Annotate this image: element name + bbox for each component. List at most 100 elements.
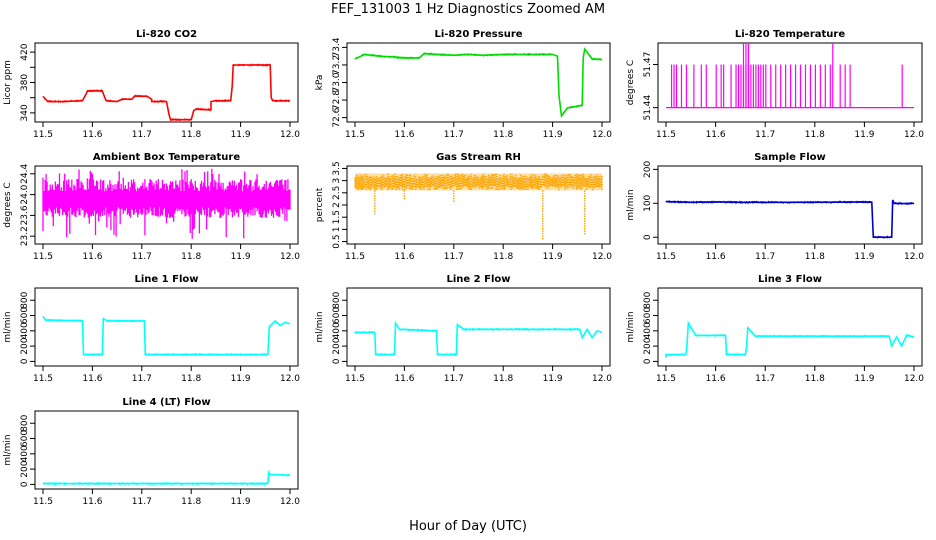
plot-area: [665, 199, 915, 239]
chart-panel-2: Li-820 Pressure 11.5 11.6 11.7 11.8 11.9 12.0 7…: [315, 29, 612, 140]
x-tick-label: 11.5: [656, 130, 676, 140]
x-tick-label: 11.7: [132, 374, 152, 384]
x-tick-label: 11.7: [755, 252, 775, 262]
x-tick-label: 11.9: [231, 130, 251, 140]
y-axis-label: ml/min: [3, 311, 13, 342]
spike-mark: [765, 64, 767, 108]
x-tick-label: 11.8: [805, 374, 825, 384]
panel-title: Line 1 Flow: [135, 274, 199, 285]
series-line-1: [42, 64, 290, 121]
y-tick-label: 0: [20, 358, 30, 364]
series-noise: [354, 324, 580, 356]
x-tick-label: 12.0: [280, 374, 300, 384]
panel-title: Li-820 Pressure: [434, 29, 522, 40]
y-tick-label: 72.6: [332, 107, 342, 127]
figure-title: FEF_131003 1 Hz Diagnostics Zoomed AM: [331, 2, 605, 17]
series-line-1: [355, 320, 603, 356]
x-tick-label: 11.7: [755, 130, 775, 140]
y-tick-label: 400: [20, 445, 30, 462]
x-tick-label: 11.6: [82, 497, 102, 507]
y-tick-label: 51.44: [643, 94, 653, 120]
series-line-1: [665, 199, 915, 238]
y-tick-label: 1.5: [332, 210, 342, 224]
y-axis-label: ml/min: [3, 434, 13, 465]
spike-mark: [814, 64, 816, 108]
x-tick-label: 11.8: [493, 130, 513, 140]
dense-band: [42, 168, 291, 239]
spike-mark: [775, 64, 777, 108]
y-tick-label: 0: [20, 481, 30, 487]
y-tick-label: 340: [20, 104, 30, 121]
y-tick-label: 24.0: [20, 184, 30, 204]
y-tick-label: 2: [332, 202, 342, 208]
x-tick-label: 11.9: [854, 252, 874, 262]
dense-band: [354, 173, 603, 191]
plot-frame: [657, 287, 923, 367]
x-tick-label: 11.6: [394, 252, 414, 262]
plot-frame: [34, 287, 299, 367]
figure-xlabel: Hour of Day (UTC): [409, 519, 527, 534]
y-tick-label: 72.8: [332, 90, 342, 110]
spike-mark: [680, 64, 683, 108]
x-tick-label: 11.8: [181, 497, 201, 507]
x-tick-label: 11.8: [181, 252, 201, 262]
x-tick-label: 11.5: [656, 252, 676, 262]
x-tick-label: 11.9: [231, 497, 251, 507]
x-tick-label: 11.7: [132, 497, 152, 507]
series-noise: [354, 48, 602, 117]
y-tick-label: 24.4: [20, 164, 30, 184]
series-line-1: [42, 315, 291, 356]
x-tick-label: 11.8: [805, 252, 825, 262]
spike-mark: [829, 64, 831, 108]
plot-area: [42, 168, 291, 239]
y-tick-label: 73.0: [332, 72, 342, 92]
series-line-1: [43, 469, 291, 485]
plot-area: [354, 173, 603, 241]
y-tick-label: 3: [332, 178, 342, 184]
series-noise: [665, 321, 914, 356]
x-tick-label: 11.6: [82, 252, 102, 262]
spike-mark: [673, 64, 675, 108]
plot-area: [42, 63, 290, 121]
spike-mark: [740, 64, 742, 108]
x-tick-label: 11.6: [706, 252, 726, 262]
plot-area: [42, 315, 291, 356]
spike-mark: [755, 64, 757, 108]
x-tick-label: 11.5: [33, 374, 53, 384]
spike-mark: [844, 64, 846, 108]
plot-frame: [34, 42, 299, 123]
x-tick-label: 11.6: [394, 130, 414, 140]
x-tick-label: 12.0: [904, 374, 924, 384]
y-tick-label: 400: [643, 322, 653, 339]
x-tick-label: 11.6: [394, 374, 414, 384]
chart-panel-4: Ambient Box Temperature 11.5 11.6 11.7 11.8 1…: [3, 152, 300, 262]
y-tick-label: 400: [332, 322, 342, 339]
y-tick-label: 380: [20, 74, 30, 91]
band-fill: [355, 173, 602, 191]
spike-mark: [760, 64, 762, 108]
plot-frame: [657, 42, 923, 123]
x-tick-label: 11.5: [345, 374, 365, 384]
x-tick-label: 12.0: [280, 252, 300, 262]
spike-mark: [723, 64, 725, 108]
x-tick-label: 11.8: [181, 374, 201, 384]
x-tick-label: 11.9: [231, 374, 251, 384]
y-tick-label: 600: [643, 307, 653, 324]
y-tick-label: 200: [643, 161, 653, 178]
series-noise: [45, 318, 275, 356]
y-axis-label: kPa: [315, 75, 325, 91]
y-tick-label: 200: [20, 460, 30, 477]
x-tick-label: 11.7: [444, 252, 464, 262]
x-tick-label: 11.7: [444, 374, 464, 384]
y-tick-label: 800: [643, 291, 653, 308]
panel-title: Li-820 Temperature: [735, 29, 845, 40]
y-axis-label: Licor ppm: [3, 60, 13, 105]
y-tick-label: 73.4: [332, 37, 342, 57]
spike-mark: [720, 64, 722, 108]
x-tick-label: 11.6: [706, 130, 726, 140]
plot-area: [354, 320, 603, 356]
x-tick-label: 12.0: [904, 130, 924, 140]
y-tick-label: 23.6: [20, 205, 30, 225]
y-tick-label: 800: [20, 291, 30, 308]
chart-panel-1: Li-820 CO2 11.5 11.6 11.7 11.8 11.9 12.0 340 380…: [3, 29, 300, 140]
